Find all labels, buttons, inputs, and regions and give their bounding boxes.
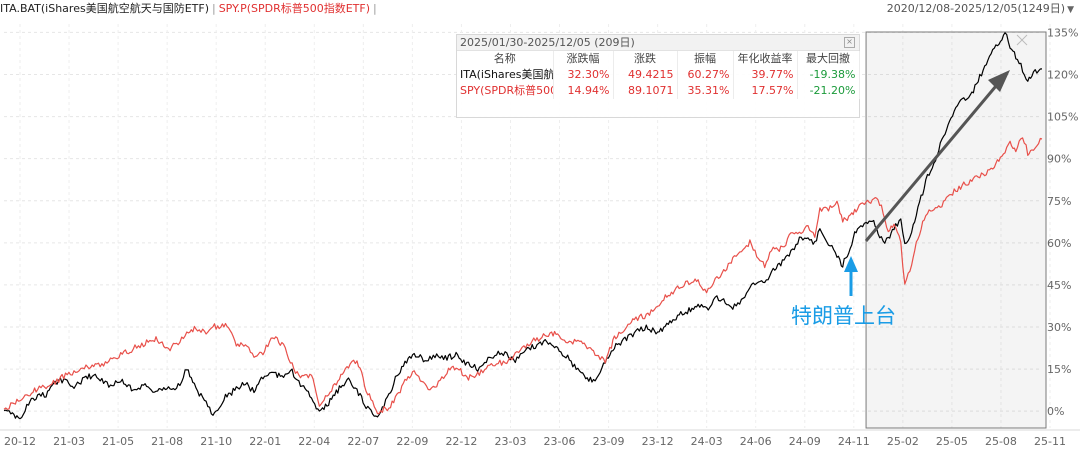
stats-col-header: 涨跌 xyxy=(613,51,678,67)
x-tick-label: 25-05 xyxy=(936,435,968,448)
x-tick-label: 23-09 xyxy=(593,435,625,448)
x-tick-label: 23-12 xyxy=(642,435,674,448)
legend-separator: | xyxy=(211,2,216,15)
stats-col-header: 振幅 xyxy=(677,51,734,67)
x-tick-label: 25-11 xyxy=(1034,435,1066,448)
stats-panel-header: 2025/01/30-2025/12/05 (209日) × xyxy=(457,35,859,51)
stats-cell-name: ITA(iShares美国航空 xyxy=(457,67,554,83)
x-tick-label: 22-12 xyxy=(445,435,477,448)
x-tick-label: 23-06 xyxy=(544,435,576,448)
stats-cell-amp: 35.31% xyxy=(677,83,734,99)
legend-bar: ITA.BAT(iShares美国航空航天与国防ETF) | SPY.P(SPDR标… xyxy=(0,0,380,18)
stats-cell-mdd: -19.38% xyxy=(797,67,860,83)
stats-row-ita[interactable]: ITA(iShares美国航空 32.30% 49.4215 60.27% 39… xyxy=(457,67,860,83)
y-axis-ticks: 0% 15% 30% 45% 60% 75% 90% 105% 120% 135% xyxy=(1047,26,1078,418)
x-tick-label: 24-06 xyxy=(740,435,772,448)
x-tick-label: 22-07 xyxy=(347,435,379,448)
x-tick-label: 24-11 xyxy=(838,435,870,448)
stats-cell-chg: 49.4215 xyxy=(613,67,678,83)
y-tick-label: 30% xyxy=(1047,321,1071,334)
y-tick-label: 135% xyxy=(1047,26,1078,39)
x-tick-label: 22-01 xyxy=(249,435,281,448)
stats-col-header: 名称 xyxy=(457,51,554,67)
legend-item-spy[interactable]: SPY.P(SPDR标普500指数ETF) xyxy=(218,2,371,15)
stats-cell-mdd: -21.20% xyxy=(797,83,860,99)
stats-col-header: 最大回撤 xyxy=(797,51,860,67)
y-tick-label: 120% xyxy=(1047,69,1078,82)
stats-cell-pct: 14.94% xyxy=(553,83,614,99)
stats-col-header: 年化收益率 xyxy=(733,51,798,67)
y-tick-label: 60% xyxy=(1047,237,1071,250)
stats-header-row: 名称 涨跌幅 涨跌 振幅 年化收益率 最大回撤 xyxy=(457,51,860,67)
stats-cell-ann: 17.57% xyxy=(733,83,798,99)
series-line-spy xyxy=(3,137,1043,415)
x-tick-label: 24-03 xyxy=(691,435,723,448)
legend-item-ita[interactable]: ITA.BAT(iShares美国航空航天与国防ETF) xyxy=(0,2,209,15)
legend-separator: | xyxy=(373,2,377,15)
range-stats-panel: 2025/01/30-2025/12/05 (209日) × 名称 涨跌幅 涨跌… xyxy=(456,34,860,118)
range-close-icon xyxy=(1016,34,1028,46)
trend-arrow-shaft xyxy=(864,85,998,242)
stats-panel-title: 2025/01/30-2025/12/05 (209日) xyxy=(460,36,635,49)
stats-col-header: 涨跌幅 xyxy=(553,51,614,67)
x-tick-label: 22-09 xyxy=(396,435,428,448)
annotation-label: 特朗普上台 xyxy=(791,304,896,328)
y-tick-label: 0% xyxy=(1047,405,1064,418)
stats-cell-chg: 89.1071 xyxy=(613,83,678,99)
x-tick-label: 21-10 xyxy=(200,435,232,448)
dropdown-arrow-icon[interactable]: ▼ xyxy=(1067,5,1074,15)
series-lines xyxy=(3,32,1043,420)
date-range-selector[interactable]: 2020/12/08-2025/12/05(1249日) ▼ xyxy=(887,0,1074,18)
x-tick-label: 21-05 xyxy=(102,435,134,448)
x-tick-label: 21-03 xyxy=(53,435,85,448)
trend-arrow-head xyxy=(988,70,1010,92)
close-icon[interactable]: × xyxy=(844,37,855,48)
y-tick-label: 105% xyxy=(1047,111,1078,124)
stats-cell-pct: 32.30% xyxy=(553,67,614,83)
date-range-label: 2020/12/08-2025/12/05(1249日) xyxy=(886,2,1066,15)
y-tick-label: 90% xyxy=(1047,153,1071,166)
x-tick-label: 25-02 xyxy=(887,435,919,448)
x-axis-ticks: 20-12 21-03 21-05 21-08 21-10 22-01 22-04 22-07… xyxy=(4,435,1066,448)
annotation-arrow-head xyxy=(844,256,858,272)
y-tick-label: 45% xyxy=(1047,279,1071,292)
x-tick-label: 24-09 xyxy=(789,435,821,448)
y-tick-label: 75% xyxy=(1047,195,1071,208)
stats-cell-ann: 39.77% xyxy=(733,67,798,83)
x-tick-label: 21-08 xyxy=(151,435,183,448)
annotation-decor xyxy=(844,34,1028,296)
x-tick-label: 22-04 xyxy=(298,435,330,448)
stats-cell-amp: 60.27% xyxy=(677,67,734,83)
stats-row-spy[interactable]: SPY(SPDR标普500| 14.94% 89.1071 35.31% 17.… xyxy=(457,83,860,99)
series-line-ita xyxy=(3,32,1043,420)
y-tick-label: 15% xyxy=(1047,363,1071,376)
x-tick-label: 25-08 xyxy=(985,435,1017,448)
x-tick-label: 23-03 xyxy=(494,435,526,448)
stats-cell-name: SPY(SPDR标普500| xyxy=(457,83,554,99)
stats-table: 名称 涨跌幅 涨跌 振幅 年化收益率 最大回撤 ITA(iShares美国航空 … xyxy=(457,51,860,99)
x-tick-label: 20-12 xyxy=(4,435,36,448)
